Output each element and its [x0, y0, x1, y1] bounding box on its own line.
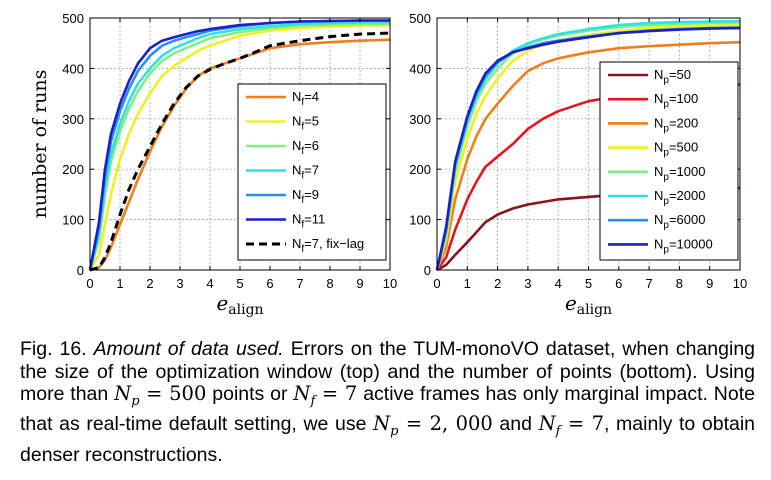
chart-panel-2: 0 1 2 3 4 5 6 7 8 9 100100200300400500ealignNp=50N…: [409, 11, 747, 318]
x-tick-label: 3: [176, 276, 183, 291]
legend-label: Np=200: [654, 115, 698, 134]
legend-label: Nf=7, fix−lag: [292, 236, 364, 255]
series-line-2: [88, 23, 391, 271]
y-tick-label: 100: [409, 213, 431, 228]
y-tick-label: 0: [424, 263, 431, 278]
legend-label: Np=1000: [654, 164, 705, 183]
x-axis-label: ealign: [216, 291, 263, 318]
caption-text-3: active frames has only marginal impact. …: [20, 383, 755, 436]
x-tick-label: 5: [585, 276, 592, 291]
x-axis-label: ealign: [565, 291, 612, 318]
y-tick-label: 200: [62, 162, 84, 177]
x-tick-label: 9: [356, 276, 363, 291]
legend-label: Nf=7: [292, 163, 319, 182]
y-tick-label: 500: [409, 11, 431, 26]
x-tick-label: 1: [464, 276, 471, 291]
caption-text-4: and: [499, 413, 532, 436]
legend-label: Np=50: [654, 67, 691, 86]
y-tick-label: 100: [62, 213, 84, 228]
y-tick-label: 400: [62, 61, 84, 76]
x-tick-label: 8: [676, 276, 683, 291]
caption-math-nf-7-default: Nf = 7: [538, 412, 605, 440]
legend-label: Np=10000: [654, 236, 713, 255]
legend: Np=50 Np=100 Np=200 Np=500 Np=1000 Np=2000 Np=…: [599, 61, 739, 261]
legend-label: Nf=5: [292, 114, 319, 133]
legend-box: [599, 61, 739, 261]
x-tick-label: 5: [236, 276, 243, 291]
caption-math-nf-7: Nf = 7: [293, 382, 358, 409]
legend: Nf=4 Nf=5 Nf=6 Nf=7 Nf=9 Nf=11 Nf=7, fix−lag: [237, 83, 387, 261]
x-tick-label: 0: [86, 276, 93, 291]
legend-label: Np=100: [654, 91, 698, 110]
series-line-4: [88, 20, 391, 271]
caption-text-2: points or: [212, 383, 288, 405]
x-tick-label: 4: [555, 276, 562, 291]
x-tick-label: 1: [116, 276, 123, 291]
series-line-3: [88, 22, 391, 271]
figure-caption: Fig. 16. Amount of data used. Errors on …: [20, 338, 755, 466]
x-tick-label: 7: [296, 276, 303, 291]
y-tick-label: 0: [77, 263, 84, 278]
x-tick-label: 7: [645, 276, 652, 291]
y-tick-label: 300: [409, 112, 431, 127]
x-tick-label: 2: [494, 276, 501, 291]
y-tick-label: 400: [409, 61, 431, 76]
x-tick-label: 3: [524, 276, 531, 291]
legend-label: Nf=6: [292, 138, 319, 157]
series-line-3: [435, 40, 741, 271]
chart-panel-1: 0 1 2 3 4 5 6 7 8 9 100100200300400500ealignnumber…: [29, 11, 397, 318]
y-tick-label: 500: [62, 11, 84, 26]
chart-canvas: 0 1 2 3 4 5 6 7 8 9 100100200300400500ealignnumber…: [29, 11, 747, 318]
series-line-7: [89, 31, 391, 272]
legend-box: [237, 83, 387, 261]
x-tick-label: 2: [146, 276, 153, 291]
caption-text-5: , mainly to obtain denser reconstruction…: [20, 413, 756, 466]
x-tick-label: 6: [615, 276, 622, 291]
legend-label: Nf=9: [292, 187, 319, 206]
caption-text-1: Errors on the TUM-monoVO dataset, when c…: [20, 338, 756, 405]
y-tick-label: 200: [409, 162, 431, 177]
x-tick-label: 6: [266, 276, 273, 291]
x-tick-label: 0: [433, 276, 440, 291]
x-tick-label: 10: [383, 276, 397, 291]
caption-math-np-500: Np = 500: [114, 382, 207, 409]
caption-title: Amount of data used.: [93, 338, 284, 360]
series-line-8: [435, 26, 741, 271]
legend-label: Np=6000: [654, 212, 705, 231]
legend-label: Np=2000: [654, 188, 705, 207]
x-tick-label: 10: [733, 276, 747, 291]
series-line-4: [435, 23, 741, 271]
legend-label: Nf=4: [292, 89, 319, 108]
legend-label: Np=500: [654, 140, 698, 159]
caption-fig-label: Fig. 16.: [20, 338, 87, 360]
caption-math-np-2000: Np = 2, 000: [373, 412, 493, 440]
y-tick-label: 300: [62, 112, 84, 127]
x-tick-label: 4: [206, 276, 213, 291]
legend-label: Nf=11: [292, 212, 325, 231]
x-tick-label: 8: [326, 276, 333, 291]
y-axis-label: number of runs: [29, 70, 51, 219]
x-tick-label: 9: [706, 276, 713, 291]
